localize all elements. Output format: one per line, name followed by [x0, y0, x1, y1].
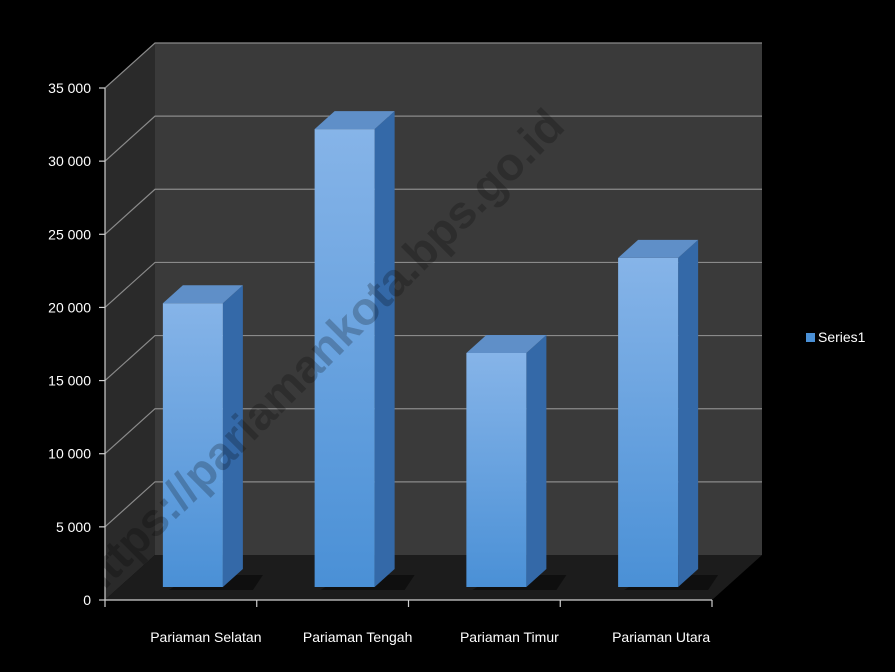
y-tick-label: 15 000	[48, 373, 91, 389]
y-tick-label: 30 000	[48, 153, 91, 169]
bar-front-face	[618, 257, 679, 587]
axes	[99, 87, 713, 607]
floor	[105, 555, 762, 600]
gridline	[104, 188, 762, 235]
bars	[162, 111, 719, 590]
bar-pariaman-utara	[618, 239, 719, 590]
x-category-label: Pariaman Utara	[612, 629, 710, 645]
bar-top-face	[314, 111, 395, 130]
bar-top-face	[466, 334, 547, 353]
gridline	[104, 334, 762, 382]
bar-front-face	[314, 129, 375, 587]
bar-top-face	[162, 285, 243, 304]
legend: Series1	[806, 329, 866, 345]
bar-side-face	[222, 285, 243, 587]
gridline	[104, 115, 762, 162]
back-wall	[155, 43, 762, 555]
y-tick-label: 0	[83, 592, 91, 608]
y-tick-label: 35 000	[48, 80, 91, 96]
x-category-label: Pariaman Selatan	[150, 629, 261, 645]
bar-front-face	[466, 352, 527, 587]
y-tick-label: 25 000	[48, 226, 91, 242]
bar-pariaman-selatan	[162, 285, 263, 590]
y-tick-label: 20 000	[48, 299, 91, 315]
bar-side-face	[678, 239, 699, 587]
side-wall	[105, 43, 155, 600]
gridline	[104, 481, 762, 528]
y-tick-labels: 0 5 000 10 000 15 000 20 000 25 000 30 000 35 0…	[48, 80, 91, 608]
x-category-label: Pariaman Timur	[460, 629, 559, 645]
gridline	[104, 408, 762, 455]
chart-walls	[105, 43, 762, 600]
y-tick-label: 5 000	[56, 519, 91, 535]
bar-front-face	[162, 303, 223, 587]
bar-pariaman-timur	[466, 334, 567, 590]
x-category-labels: Pariaman Selatan Pariaman Tengah Pariaman …	[150, 629, 710, 645]
legend-label-series1: Series1	[818, 329, 866, 345]
y-tick-label: 10 000	[48, 446, 91, 462]
bar-pariaman-tengah	[314, 111, 415, 590]
bar-side-face	[374, 111, 395, 587]
gridline	[104, 261, 762, 308]
bar-side-face	[526, 334, 547, 587]
gridline	[104, 42, 762, 89]
x-category-label: Pariaman Tengah	[303, 629, 412, 645]
bar-top-face	[618, 239, 699, 258]
legend-swatch-series1	[806, 333, 815, 342]
gridlines	[104, 42, 762, 528]
